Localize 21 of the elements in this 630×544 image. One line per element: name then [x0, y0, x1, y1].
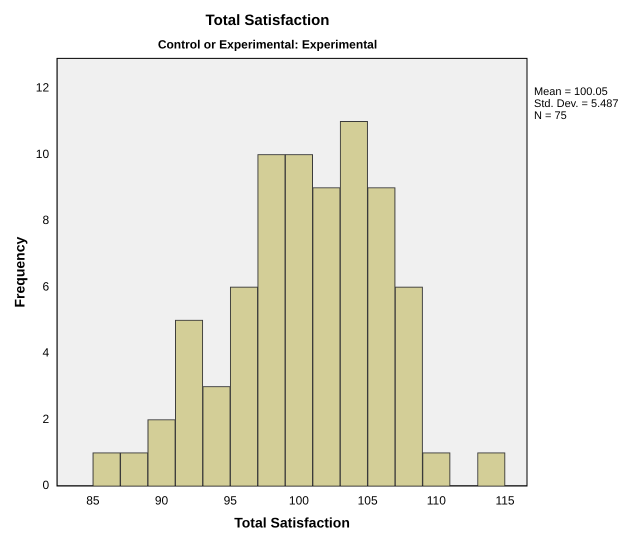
x-tick-label: 115: [495, 493, 515, 508]
y-tick-label: 8: [42, 213, 50, 228]
y-tick-label: 12: [36, 80, 50, 95]
text: Std. Dev. = 5.487: [534, 98, 618, 110]
y-tick-label: 10: [36, 146, 50, 161]
x-tick-label: 90: [154, 493, 169, 508]
y-tick-label: 6: [42, 279, 50, 294]
x-axis-title: Total Satisfaction: [234, 514, 350, 530]
y-axis-title: Frequency: [11, 236, 28, 308]
x-tick-label: 95: [224, 493, 238, 508]
x-tick-label: 105: [358, 493, 378, 508]
y-tick-label: 2: [42, 412, 50, 426]
text: N = 75: [534, 110, 568, 122]
text: Mean = 100.05: [534, 86, 609, 98]
chart-title: Total Satisfaction: [206, 12, 330, 30]
x-tick-label: 100: [288, 493, 310, 508]
y-tick-label: 0: [42, 478, 50, 492]
y-tick-label: 4: [42, 346, 50, 360]
x-tick-label: 110: [426, 493, 446, 508]
chart-subtitle: Control or Experimental: Experimental: [158, 38, 378, 52]
x-tick-label: 85: [86, 493, 100, 508]
